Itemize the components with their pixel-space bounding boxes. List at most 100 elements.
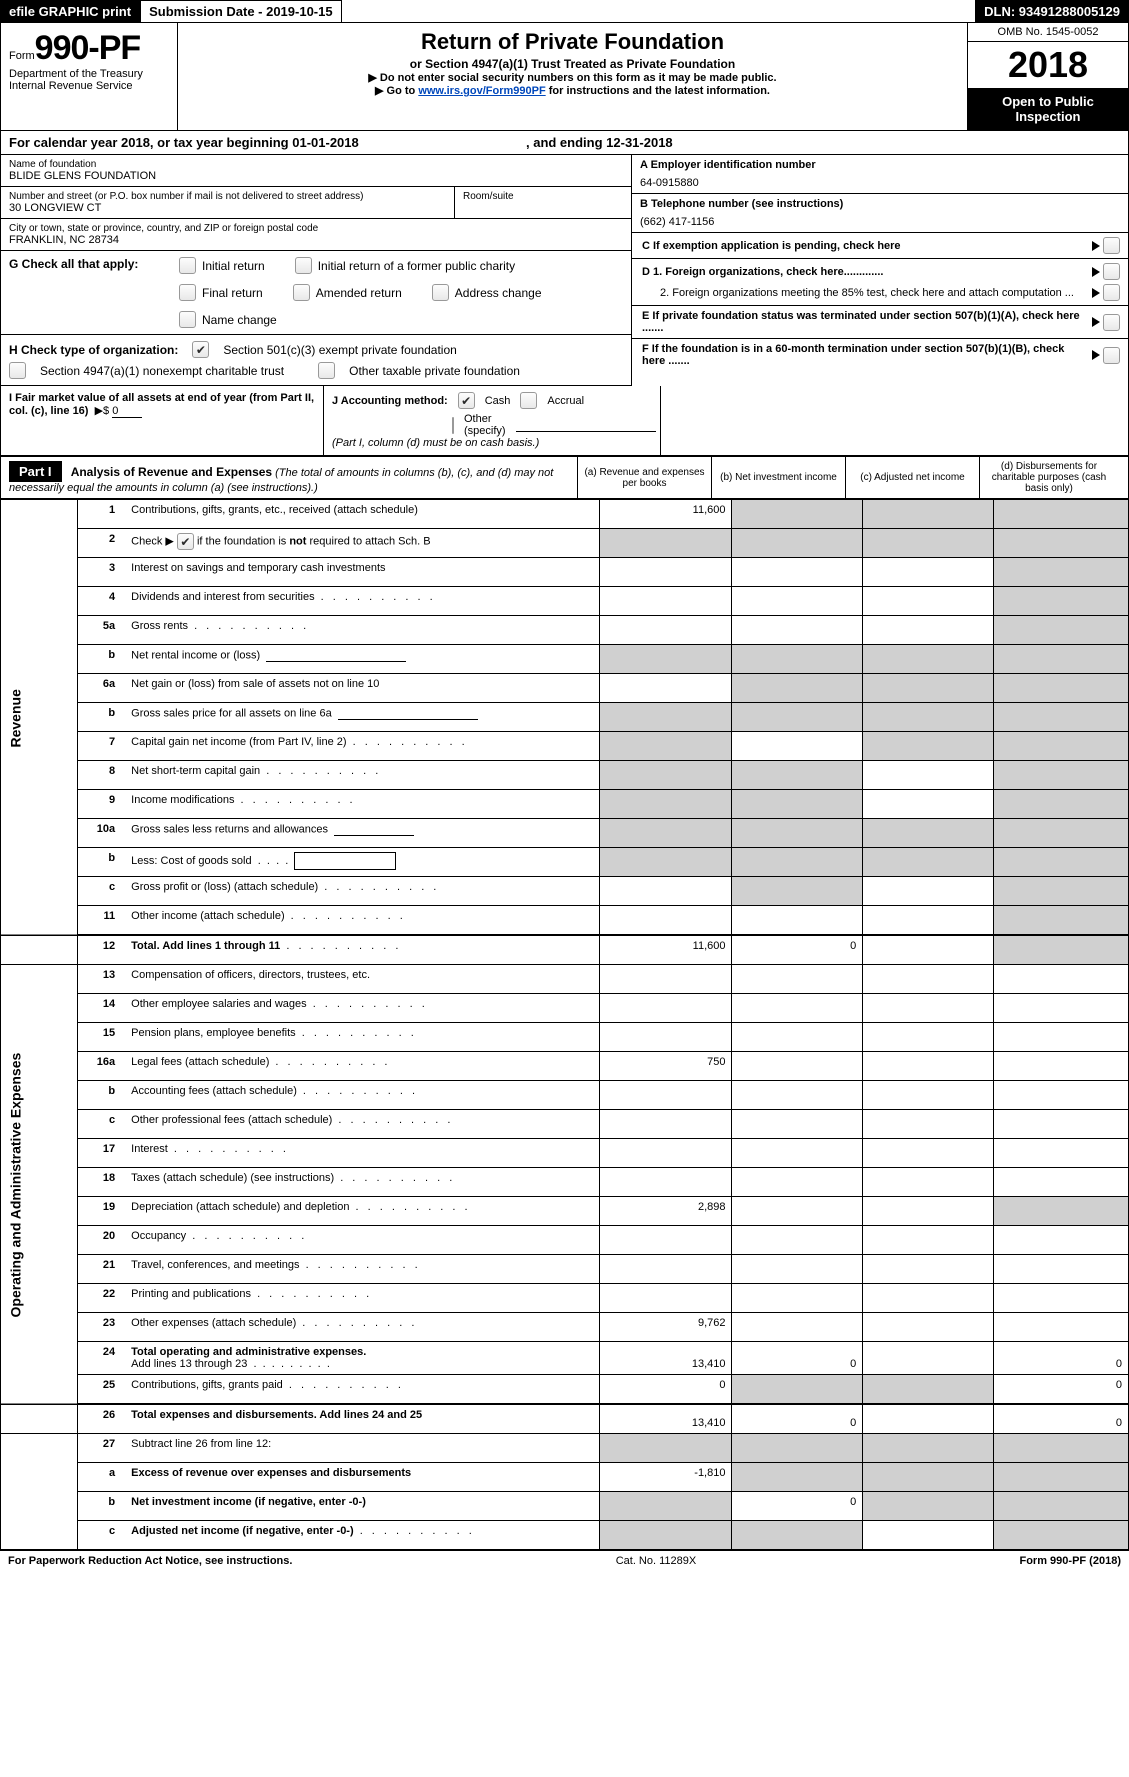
- link-prefix: ▶ Go to: [375, 85, 418, 97]
- expenses-side-label: Operating and Administrative Expenses: [1, 965, 78, 1405]
- table-row: 10aGross sales less returns and allowanc…: [1, 819, 1129, 848]
- form-link-line: ▶ Go to www.irs.gov/Form990PF for instru…: [186, 84, 959, 97]
- checkbox-icon[interactable]: [1103, 237, 1120, 254]
- city-state-zip: FRANKLIN, NC 28734: [9, 234, 623, 246]
- ein-cell: A Employer identification number 64-0915…: [632, 155, 1128, 194]
- top-spacer: [342, 0, 976, 23]
- checkbox-icon[interactable]: [179, 257, 196, 274]
- table-row: 5aGross rents: [1, 616, 1129, 645]
- checkbox-icon[interactable]: [177, 533, 194, 550]
- tax-year: 2018: [968, 42, 1128, 88]
- checkbox-icon[interactable]: [458, 392, 475, 409]
- submission-date: Submission Date - 2019-10-15: [140, 0, 342, 23]
- foundation-name: BLIDE GLENS FOUNDATION: [9, 170, 623, 182]
- g-opt-initial-former: Initial return of a former public charit…: [295, 257, 515, 274]
- form-no-big: 990-PF: [35, 29, 141, 67]
- checkbox-icon[interactable]: [293, 284, 310, 301]
- i-value: 0: [112, 405, 142, 418]
- phone-label: B Telephone number (see instructions): [640, 198, 843, 210]
- table-row: 7Capital gain net income (from Part IV, …: [1, 732, 1129, 761]
- link-suffix: for instructions and the latest informat…: [546, 85, 770, 97]
- h-opt1: Section 501(c)(3) exempt private foundat…: [223, 343, 456, 357]
- entity-left: Name of foundation BLIDE GLENS FOUNDATIO…: [1, 155, 632, 386]
- checkbox-icon[interactable]: [1103, 263, 1120, 280]
- box-c: C If exemption application is pending, c…: [632, 233, 1128, 259]
- phone-value: (662) 417-1156: [640, 216, 1120, 228]
- checkbox-icon[interactable]: [9, 362, 26, 379]
- d1-label: D 1. Foreign organizations, check here..…: [642, 266, 883, 278]
- table-row: 3Interest on savings and temporary cash …: [1, 558, 1129, 587]
- name-cell: Name of foundation BLIDE GLENS FOUNDATIO…: [1, 155, 631, 187]
- h-opt2: Section 4947(a)(1) nonexempt charitable …: [40, 364, 284, 378]
- table-row: 15Pension plans, employee benefits: [1, 1023, 1129, 1052]
- part1-header-row: Part I Analysis of Revenue and Expenses …: [0, 456, 1129, 499]
- table-row: 18Taxes (attach schedule) (see instructi…: [1, 1168, 1129, 1197]
- table-row: 21Travel, conferences, and meetings: [1, 1255, 1129, 1284]
- table-row: 27Subtract line 26 from line 12:: [1, 1434, 1129, 1463]
- table-row: 4Dividends and interest from securities: [1, 587, 1129, 616]
- d2-label: 2. Foreign organizations meeting the 85%…: [642, 287, 1092, 299]
- g-opt-name: Name change: [179, 311, 277, 328]
- section-g: G Check all that apply: Initial return I…: [1, 251, 631, 335]
- checkbox-icon[interactable]: [432, 284, 449, 301]
- col-a-head: (a) Revenue and expenses per books: [577, 457, 711, 498]
- table-row: 14Other employee salaries and wages: [1, 994, 1129, 1023]
- checkbox-icon[interactable]: [1103, 314, 1120, 331]
- arrow-icon: [1092, 288, 1100, 298]
- cal-begin: 01-01-2018: [292, 135, 359, 150]
- g-opt-amended: Amended return: [293, 284, 402, 301]
- table-row: 8Net short-term capital gain: [1, 761, 1129, 790]
- dept-treasury: Department of the Treasury: [9, 68, 169, 80]
- form-prefix: Form: [9, 50, 35, 62]
- table-row: Operating and Administrative Expenses 13…: [1, 965, 1129, 994]
- checkbox-icon[interactable]: [1103, 347, 1120, 364]
- open-inspection: Open to Public Inspection: [968, 88, 1128, 130]
- box-i: I Fair market value of all assets at end…: [1, 386, 324, 455]
- table-row: 25Contributions, gifts, grants paid00: [1, 1375, 1129, 1405]
- j-other: Other (specify): [464, 413, 506, 437]
- checkbox-icon[interactable]: [520, 392, 537, 409]
- table-row: aExcess of revenue over expenses and dis…: [1, 1463, 1129, 1492]
- checkbox-icon[interactable]: [295, 257, 312, 274]
- checkbox-icon[interactable]: [318, 362, 335, 379]
- h-label: H Check type of organization:: [9, 343, 178, 357]
- cal-prefix: For calendar year 2018, or tax year begi…: [9, 135, 292, 150]
- city-cell: City or town, state or province, country…: [1, 219, 631, 251]
- checkbox-icon[interactable]: [1103, 284, 1120, 301]
- j-label: J Accounting method:: [332, 395, 448, 407]
- form-number: Form990-PF: [9, 29, 169, 68]
- g-opt-initial: Initial return: [179, 257, 265, 274]
- checkbox-icon[interactable]: [192, 341, 209, 358]
- checkbox-icon[interactable]: [179, 284, 196, 301]
- f-label: F If the foundation is in a 60-month ter…: [642, 343, 1064, 367]
- calendar-year-row: For calendar year 2018, or tax year begi…: [0, 131, 1129, 155]
- box-j: J Accounting method: Cash Accrual Other …: [324, 386, 661, 455]
- table-row: cAdjusted net income (if negative, enter…: [1, 1521, 1129, 1550]
- ein-value: 64-0915880: [640, 177, 1120, 189]
- page-footer: For Paperwork Reduction Act Notice, see …: [0, 1550, 1129, 1571]
- table-row: bNet rental income or (loss): [1, 645, 1129, 674]
- footer-mid: Cat. No. 11289X: [616, 1555, 697, 1567]
- checkbox-icon[interactable]: [179, 311, 196, 328]
- form-subtitle: or Section 4947(a)(1) Trust Treated as P…: [186, 57, 959, 71]
- arrow-icon: [1092, 350, 1100, 360]
- irs-link[interactable]: www.irs.gov/Form990PF: [418, 85, 545, 97]
- ein-label: A Employer identification number: [640, 159, 816, 171]
- table-row: 16aLegal fees (attach schedule)750: [1, 1052, 1129, 1081]
- efile-label: efile GRAPHIC print: [0, 0, 140, 23]
- phone-cell: B Telephone number (see instructions) (6…: [632, 194, 1128, 233]
- revenue-side-label: Revenue: [1, 500, 78, 936]
- footer-right: Form 990-PF (2018): [1019, 1555, 1121, 1567]
- omb-number: OMB No. 1545-0052: [968, 23, 1128, 42]
- other-underline: [516, 419, 656, 432]
- part1-badge: Part I: [9, 461, 62, 482]
- part1-title: Analysis of Revenue and Expenses: [71, 465, 272, 479]
- col-c-head: (c) Adjusted net income: [845, 457, 979, 498]
- checkbox-icon[interactable]: [452, 417, 454, 434]
- street-address: 30 LONGVIEW CT: [9, 202, 446, 214]
- part1-desc: Part I Analysis of Revenue and Expenses …: [1, 457, 577, 498]
- table-row: 23Other expenses (attach schedule)9,762: [1, 1313, 1129, 1342]
- g-opt-final: Final return: [179, 284, 263, 301]
- part1-table: Revenue 1 Contributions, gifts, grants, …: [0, 499, 1129, 1550]
- table-row: bNet investment income (if negative, ent…: [1, 1492, 1129, 1521]
